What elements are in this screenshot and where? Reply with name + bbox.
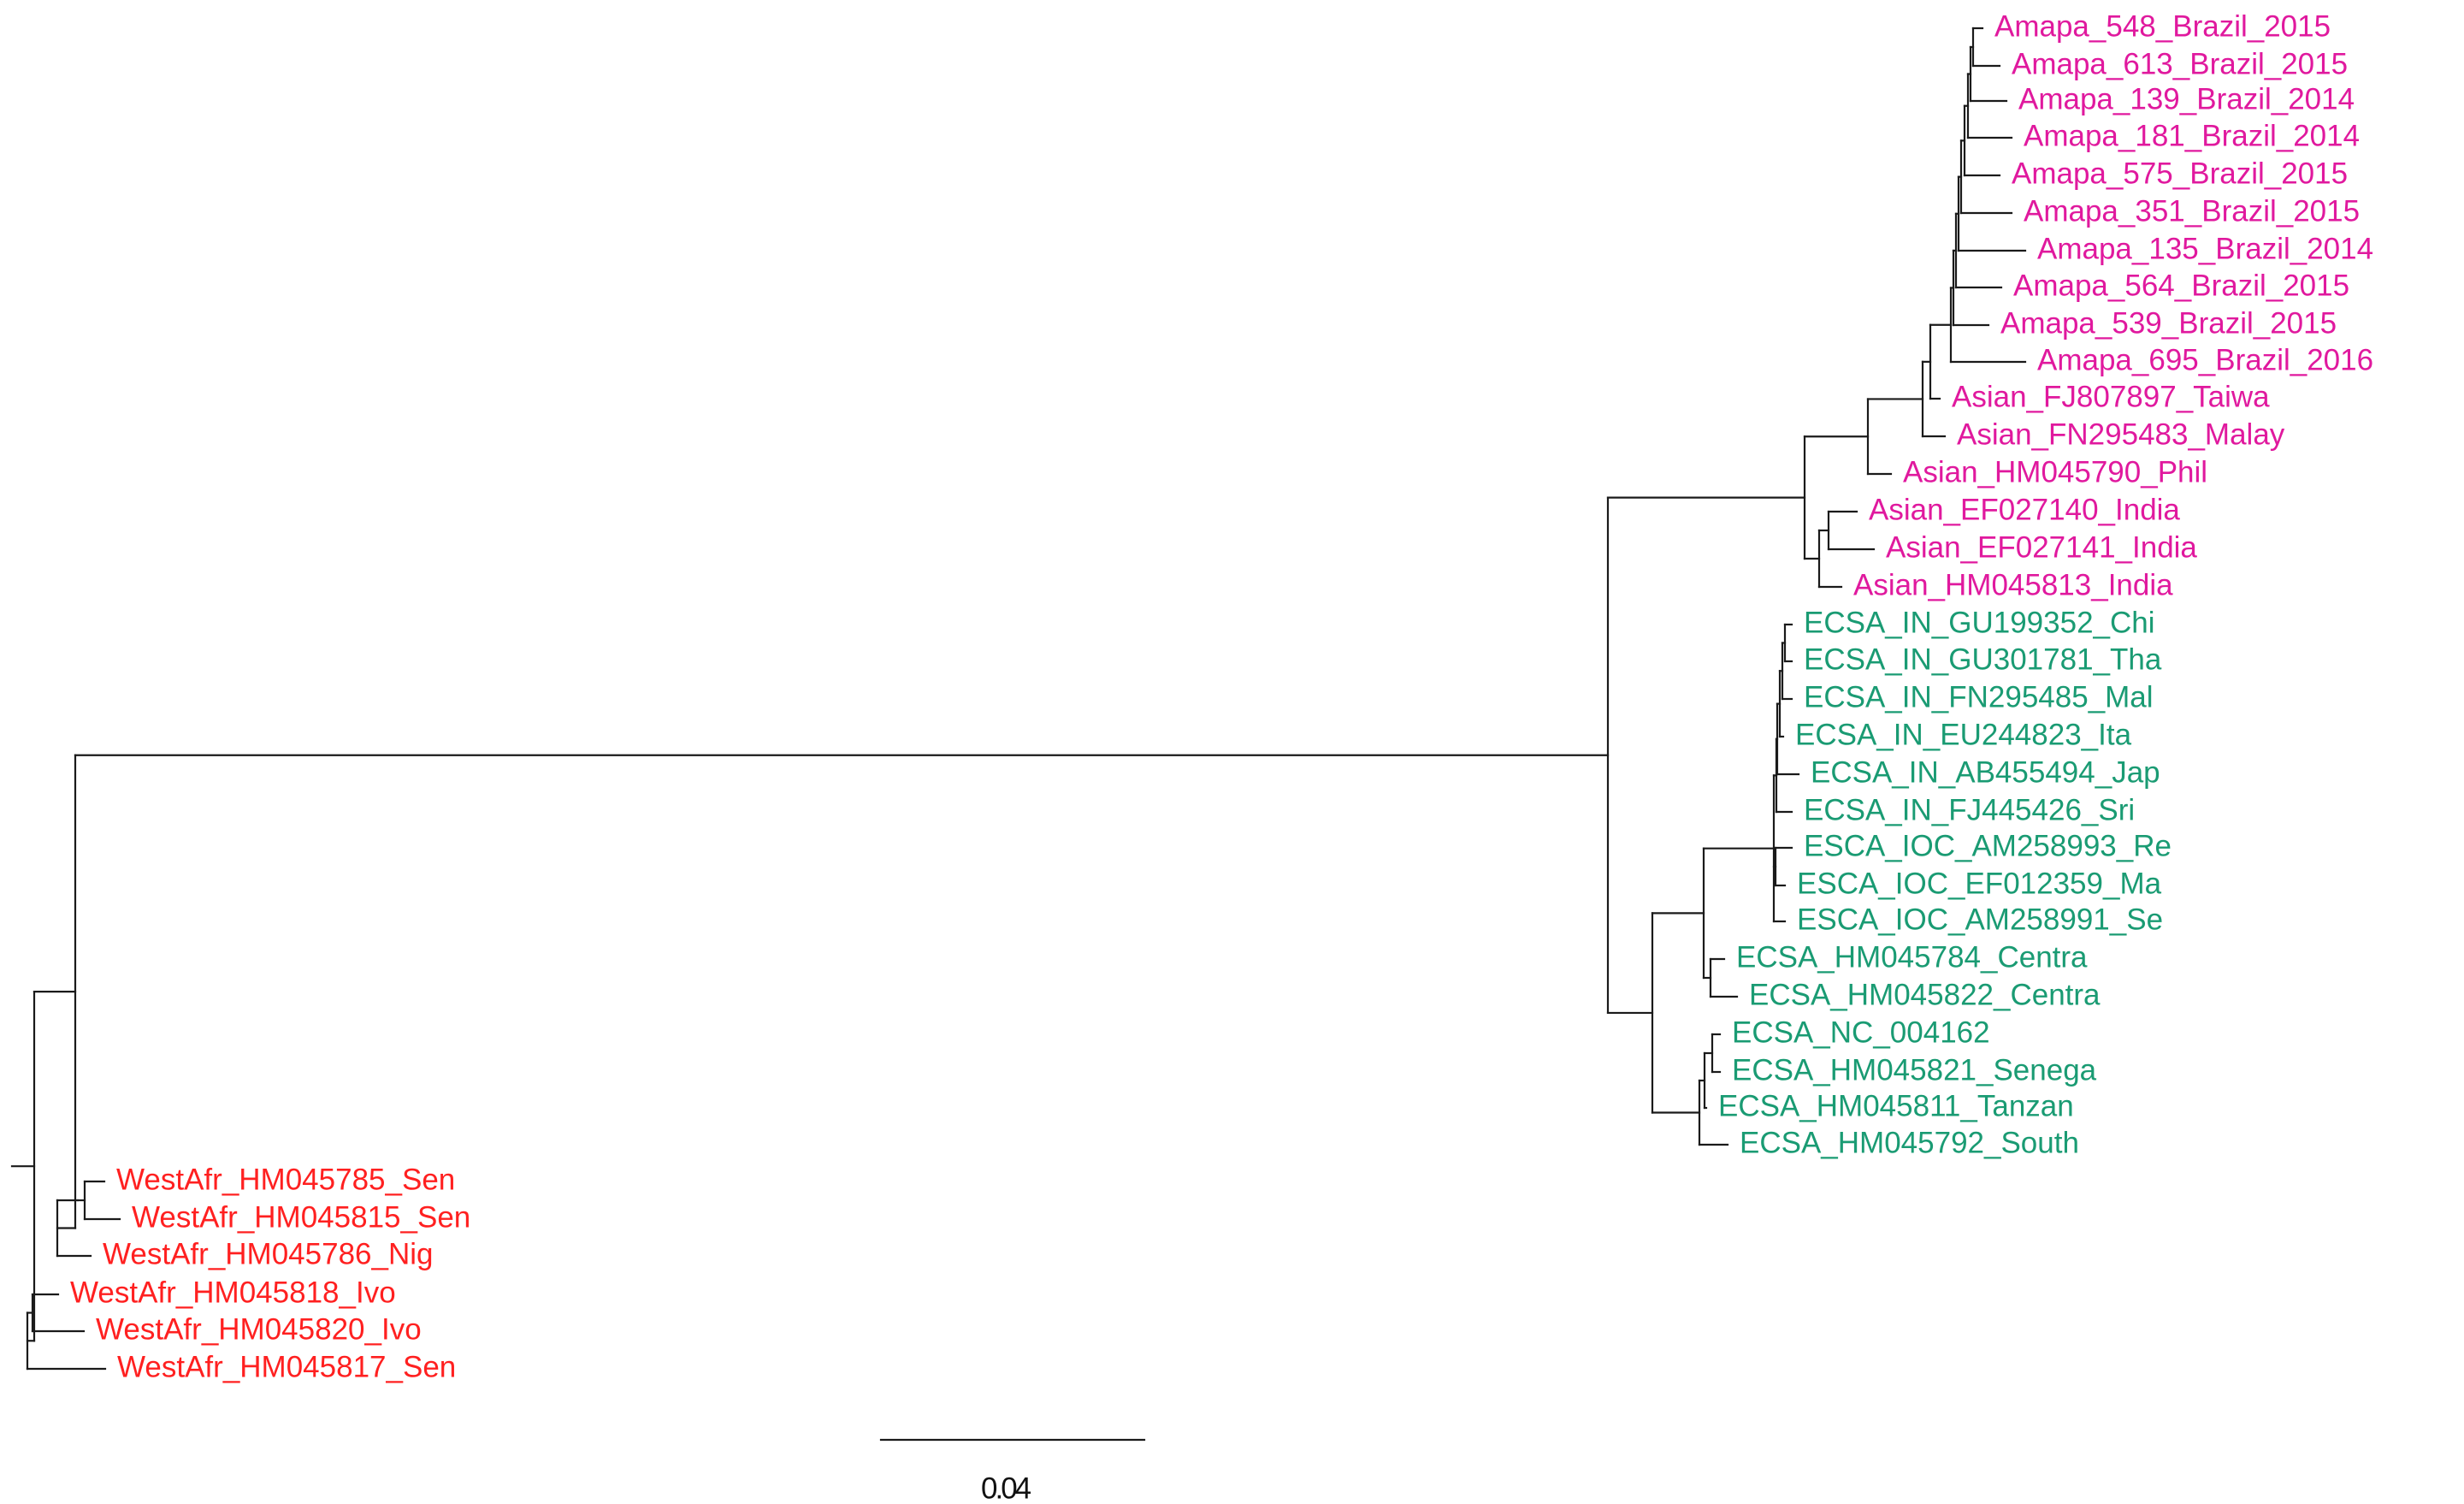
leaf-label-westafr: WestAfr_HM045785_Sen xyxy=(116,1163,455,1196)
leaf-label-ecsa: ESCA_IOC_AM258991_Se xyxy=(1797,903,2163,936)
leaf-label-ecsa: ECSA_HM045822_Centra xyxy=(1749,978,2101,1011)
leaf-label-ecsa: ECSA_HM045811_Tanzan xyxy=(1718,1089,2074,1122)
leaf-label-asian: Amapa_695_Brazil_2016 xyxy=(2037,343,2373,376)
leaf-label-asian: Asian_HM045813_India xyxy=(1853,568,2173,601)
leaf-label-ecsa: ECSA_IN_FJ445426_Sri xyxy=(1804,793,2135,826)
leaf-label-asian: Asian_FN295483_Malay xyxy=(1957,417,2285,451)
leaf-label-westafr: WestAfr_HM045815_Sen xyxy=(132,1200,470,1234)
leaf-label-ecsa: ESCA_IOC_EF012359_Ma xyxy=(1797,867,2162,900)
leaf-label-westafr: WestAfr_HM045820_Ivo xyxy=(96,1312,422,1346)
leaf-label-ecsa: ECSA_IN_GU301781_Tha xyxy=(1804,642,2162,676)
leaf-label-asian: Asian_EF027140_India xyxy=(1869,493,2180,526)
scale-bar-label: 0.04 xyxy=(981,1471,1031,1504)
leaf-label-asian: Amapa_564_Brazil_2015 xyxy=(2013,269,2349,302)
leaf-label-westafr: WestAfr_HM045817_Sen xyxy=(117,1350,456,1383)
leaf-labels: Amapa_548_Brazil_2015 Amapa_613_Brazil_20… xyxy=(70,9,2373,1383)
leaf-label-asian: Amapa_351_Brazil_2015 xyxy=(2024,194,2360,228)
leaf-label-asian: Amapa_539_Brazil_2015 xyxy=(2000,306,2337,340)
leaf-label-westafr: WestAfr_HM045786_Nig xyxy=(103,1237,434,1270)
leaf-label-asian: Asian_FJ807897_Taiwa xyxy=(1952,380,2270,413)
leaf-label-ecsa: ECSA_IN_GU199352_Chi xyxy=(1804,606,2155,639)
leaf-label-ecsa: ESCA_IOC_AM258993_Re xyxy=(1804,829,2172,862)
leaf-label-asian: Amapa_575_Brazil_2015 xyxy=(2012,157,2348,190)
leaf-label-asian: Amapa_613_Brazil_2015 xyxy=(2012,47,2348,80)
leaf-label-asian: Amapa_181_Brazil_2014 xyxy=(2024,119,2360,152)
leaf-label-asian: Asian_EF027141_India xyxy=(1886,530,2197,564)
leaf-label-ecsa: ECSA_HM045792_South xyxy=(1740,1126,2079,1159)
tree-branches xyxy=(10,27,2027,1371)
scale-bar: 0.04 xyxy=(879,1438,1146,1504)
leaf-label-asian: Amapa_139_Brazil_2014 xyxy=(2018,82,2355,115)
leaf-label-ecsa: ECSA_IN_FN295485_Mal xyxy=(1804,680,2154,714)
leaf-label-ecsa: ECSA_NC_004162 xyxy=(1732,1015,1990,1049)
leaf-label-ecsa: ECSA_IN_AB455494_Jap xyxy=(1811,755,2160,789)
leaf-label-asian: Amapa_548_Brazil_2015 xyxy=(1994,9,2331,43)
leaf-label-ecsa: ECSA_IN_EU244823_Ita xyxy=(1795,718,2132,751)
leaf-label-asian: Amapa_135_Brazil_2014 xyxy=(2037,232,2373,265)
leaf-label-asian: Asian_HM045790_Phil xyxy=(1903,455,2207,489)
leaf-label-ecsa: ECSA_HM045784_Centra xyxy=(1736,940,2088,974)
leaf-label-westafr: WestAfr_HM045818_Ivo xyxy=(70,1276,396,1309)
leaf-label-ecsa: ECSA_HM045821_Senega xyxy=(1732,1053,2097,1087)
